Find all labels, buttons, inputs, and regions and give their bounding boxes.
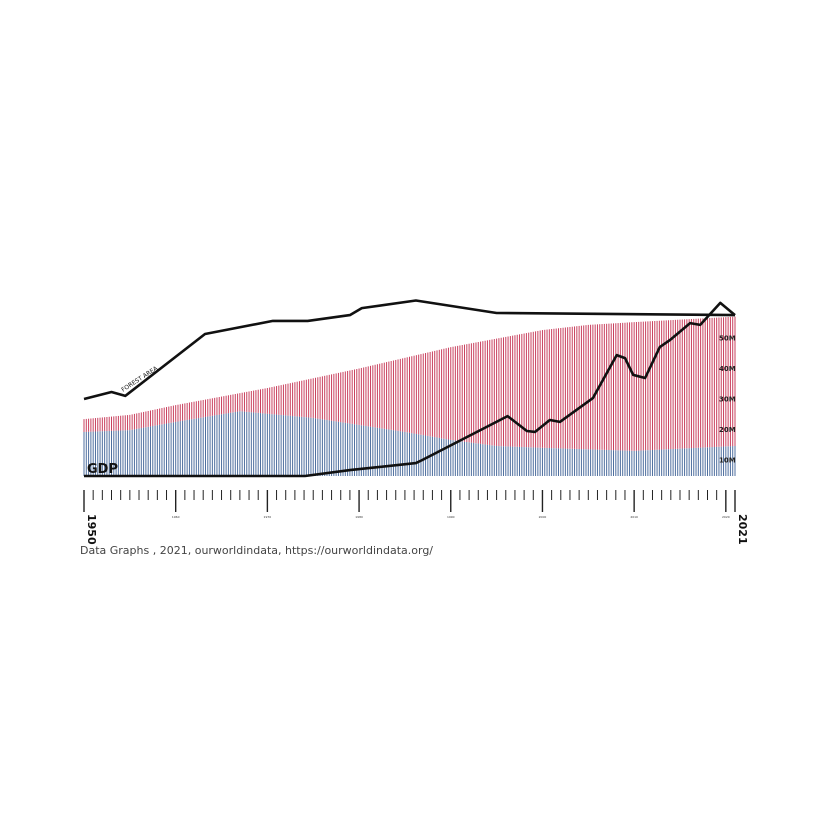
- x-tick-label: 2020: [722, 515, 730, 519]
- bars-group: [83, 316, 736, 477]
- gdp-line: [84, 301, 736, 478]
- y-tick-label: 40M: [719, 365, 736, 373]
- gdp-series-label: GDP: [87, 462, 118, 477]
- x-tick-label: 1960: [172, 515, 180, 519]
- forest-area-line: [83, 299, 736, 401]
- x-tick-label: 1990: [447, 515, 455, 519]
- x-axis: 1960 1970 1980 1990 2000 2010 2020 1950 2021: [83, 490, 749, 545]
- y-tick-label: 20M: [719, 426, 736, 434]
- y-tick-label: 30M: [719, 396, 736, 404]
- x-tick-label: 1980: [355, 515, 363, 519]
- x-end-label: 1950: [85, 514, 98, 545]
- y-tick-label: 10M: [719, 457, 736, 465]
- x-end-label: 2021: [736, 514, 749, 545]
- x-tick-label: 2010: [630, 515, 638, 519]
- x-tick-label: 1970: [264, 515, 272, 519]
- y-axis-labels: 10M 20M 30M 40M 50M: [719, 335, 736, 465]
- forest-series-label: FOREST AREA: [120, 365, 160, 394]
- lines-group: [83, 299, 736, 478]
- source-caption: Data Graphs , 2021, ourworldindata, http…: [80, 544, 434, 557]
- x-tick-label: 2000: [539, 515, 547, 519]
- y-tick-label: 50M: [719, 335, 736, 343]
